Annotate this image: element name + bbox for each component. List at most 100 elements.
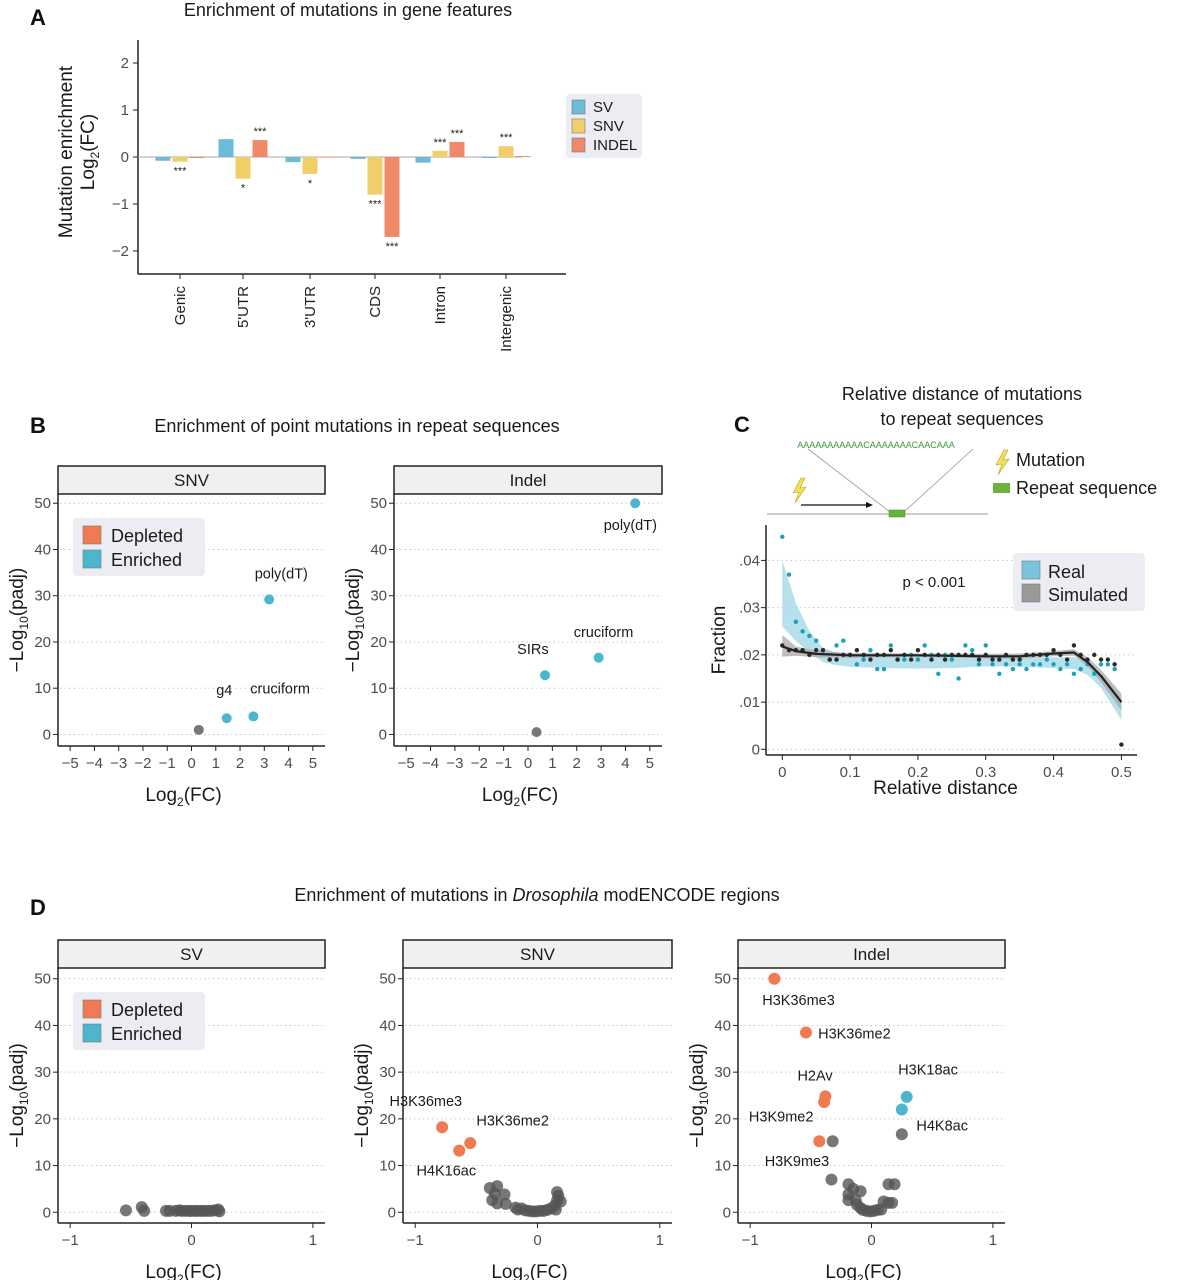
y-tick-label: 0 [723, 1204, 731, 1221]
real-point [902, 657, 907, 662]
real-point [1003, 662, 1009, 667]
panel-letter-b: B [30, 413, 46, 438]
real-point [1071, 671, 1077, 676]
real-point [963, 643, 968, 648]
real-point [949, 657, 955, 662]
x-axis-label-sub: 2 [514, 795, 521, 809]
y-tick-label: 30 [714, 1064, 731, 1081]
point-neutral [498, 1188, 511, 1201]
point-depleted [436, 1121, 449, 1134]
y-axis-label: −Log10(padj) [352, 1043, 376, 1148]
significance-marker: * [308, 178, 313, 190]
x-category-label: CDS [367, 286, 384, 318]
point-label: H3K36me3 [390, 1094, 463, 1110]
point-label: H3K36me2 [818, 1027, 891, 1043]
x-tick-label: −4 [86, 755, 103, 772]
point-neutral [854, 1185, 867, 1198]
point-depleted [818, 1096, 831, 1109]
x-tick-label: 0.3 [975, 764, 996, 781]
simulated-point [1064, 657, 1070, 662]
bar-indel-genic [189, 157, 205, 158]
simulated-point [820, 647, 826, 653]
y-tick-label: 20 [34, 634, 51, 651]
y-tick-label: 10 [34, 680, 51, 697]
legend-swatch-sv [571, 99, 586, 115]
x-tick-label: 0 [524, 755, 532, 772]
real-point [1037, 662, 1043, 667]
x-axis-label-post: (FC) [184, 785, 222, 806]
x-tick-label: 0 [533, 1232, 541, 1249]
y-tick-label: .02 [739, 647, 760, 664]
point-depleted [799, 1026, 812, 1039]
bar-indel-3utr [319, 156, 335, 158]
real-point [915, 657, 921, 662]
panel-c-title-line1: Relative distance of mutations [842, 384, 1082, 404]
y-axis-label-line2-post: (FC) [78, 114, 99, 152]
real-point [875, 666, 880, 672]
x-axis-label-sub: 2 [177, 1272, 184, 1280]
legend-label-depleted: Depleted [111, 1000, 183, 1020]
point-enriched [900, 1090, 913, 1103]
real-point [983, 643, 988, 648]
x-tick-label: 4 [621, 755, 629, 772]
real-point [841, 638, 846, 643]
real-point [780, 534, 785, 540]
arrow-head-icon [866, 502, 873, 508]
real-point [969, 647, 975, 653]
x-tick-label: −3 [446, 755, 463, 772]
point-label: poly(dT) [604, 518, 657, 534]
simulated-point [827, 657, 832, 662]
legend-box [1013, 553, 1145, 611]
point-neutral [888, 1178, 901, 1191]
real-point [1017, 662, 1022, 667]
y-axis-label-sub: 10 [353, 616, 367, 630]
panel-c-title-line2: to repeat sequences [880, 409, 1043, 429]
x-tick-label: −2 [471, 755, 488, 772]
y-tick-label: 40 [379, 1017, 396, 1034]
panel-d-title-post: modENCODE regions [599, 885, 780, 905]
bar-snv-3utr [302, 157, 318, 174]
real-point [1044, 657, 1049, 662]
x-tick-label: −1 [62, 1232, 79, 1249]
significance-marker: *** [451, 128, 465, 140]
point-neutral [826, 1135, 839, 1148]
point-neutral [551, 1186, 564, 1199]
y-tick-label: 2 [121, 55, 129, 72]
p-value-annotation: p < 0.001 [903, 574, 966, 591]
y-tick-label: .01 [739, 694, 760, 711]
y-tick-label: 50 [370, 495, 387, 512]
simulated-point [908, 657, 914, 662]
real-point [800, 629, 805, 634]
x-tick-label: −1 [159, 755, 176, 772]
x-tick-label: 0.4 [1043, 764, 1064, 781]
x-tick-label: 1 [989, 1232, 997, 1249]
point-label: H3K36me3 [762, 993, 835, 1009]
real-point [922, 643, 927, 648]
y-tick-label: 50 [714, 971, 731, 988]
y-axis-label-main: −Log [7, 1105, 28, 1148]
simulated-point [990, 657, 995, 662]
x-tick-label: 0 [187, 1232, 195, 1249]
x-axis-label-main: Log [145, 785, 177, 806]
facet-strip [57, 465, 326, 495]
y-tick-label: 50 [379, 971, 396, 988]
x-axis-label-main: Log [482, 785, 514, 806]
x-axis-label-sub: 2 [857, 1272, 864, 1280]
simulated-point [868, 657, 873, 662]
x-axis-label-post: (FC) [520, 785, 558, 806]
point-label: H2Av [797, 1069, 833, 1085]
y-tick-label: 1 [121, 102, 129, 119]
y-tick-label: 40 [34, 541, 51, 558]
zoom-line-left [807, 448, 891, 513]
panel-letter-d: D [30, 895, 46, 920]
legend-label-simulated: Simulated [1048, 585, 1128, 605]
simulated-confidence-band [782, 635, 1122, 711]
bar-sv-3utr [285, 157, 301, 163]
point-neutral [499, 1197, 512, 1210]
point-enriched [264, 594, 275, 605]
point-label: H4K16ac [416, 1163, 476, 1179]
x-tick-label: −5 [398, 755, 415, 772]
real-point [1092, 671, 1097, 676]
